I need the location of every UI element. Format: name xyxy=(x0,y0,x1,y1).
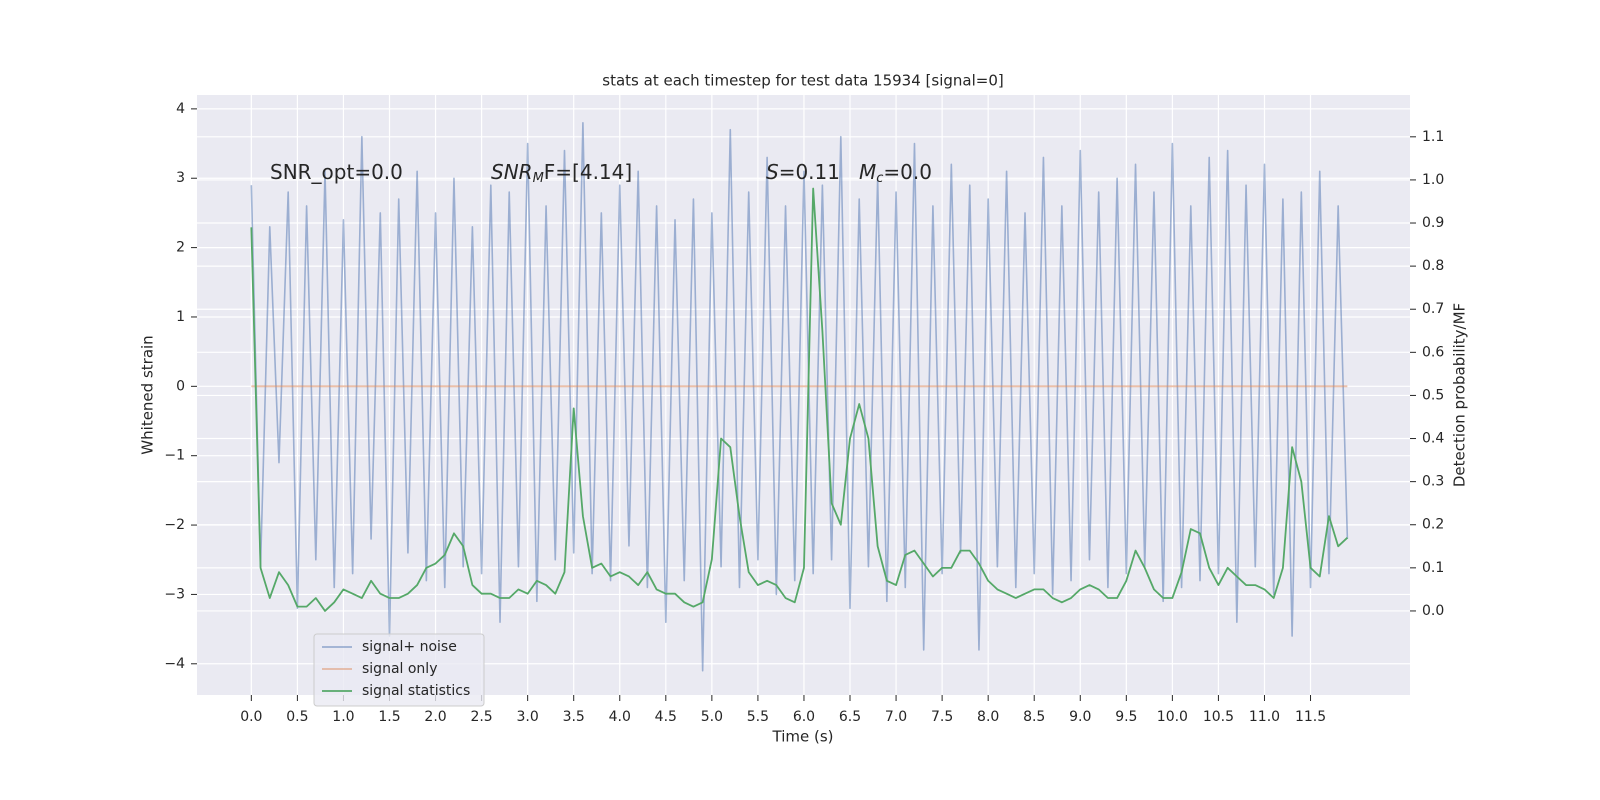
y2-axis-label: Detection probability/MF xyxy=(1451,303,1469,487)
y-tick-label: 4 xyxy=(176,101,185,117)
y2-tick-label: 0.8 xyxy=(1422,258,1444,274)
x-tick-label: 7.5 xyxy=(931,709,953,725)
annotation: SNR_opt=0.0 xyxy=(270,160,403,184)
x-tick-label: 8.5 xyxy=(1023,709,1045,725)
y2-tick-label: 0.7 xyxy=(1422,301,1444,317)
annotation-part: F=[4.14] xyxy=(544,160,632,184)
y2-tick-label: 0.0 xyxy=(1422,603,1444,619)
y2-tick-label: 0.3 xyxy=(1422,474,1444,490)
x-tick-label: 0.5 xyxy=(286,709,308,725)
y-tick-label: −1 xyxy=(164,448,185,464)
x-tick-label: 6.5 xyxy=(839,709,861,725)
legend-box xyxy=(313,633,485,707)
y2-tick-label: 0.6 xyxy=(1422,344,1444,360)
y-tick-label: 3 xyxy=(176,170,185,186)
annotation-part: c xyxy=(876,171,883,186)
x-tick-label: 4.5 xyxy=(655,709,677,725)
y2-tick-label: 1.0 xyxy=(1422,172,1444,188)
x-tick-label: 11.5 xyxy=(1295,709,1326,725)
annotation: S=0.11 xyxy=(766,160,840,184)
annotation: SNRMF=[4.14] xyxy=(491,160,632,186)
x-tick-label: 4.0 xyxy=(609,709,631,725)
annotation-part: S xyxy=(766,160,779,184)
y-tick-label: 0 xyxy=(176,378,185,394)
x-tick-label: 6.0 xyxy=(793,709,815,725)
annotation-part: M xyxy=(533,171,544,186)
y2-tick-label: 0.9 xyxy=(1422,215,1444,231)
x-tick-label: 1.5 xyxy=(378,709,400,725)
x-axis-label: Time (s) xyxy=(772,728,834,746)
annotation: Mc=0.0 xyxy=(859,160,932,186)
annotation-part: =0.0 xyxy=(883,160,932,184)
annotation-part: SNR_opt=0.0 xyxy=(270,160,403,184)
x-tick-label: 3.5 xyxy=(563,709,585,725)
x-tick-label: 9.5 xyxy=(1115,709,1137,725)
y2-tick-label: 0.1 xyxy=(1422,560,1444,576)
data-line xyxy=(250,121,1349,672)
annotation-part: SNR xyxy=(491,160,533,184)
chart-title: stats at each timestep for test data 159… xyxy=(602,72,1003,90)
x-tick-label: 7.0 xyxy=(885,709,907,725)
x-tick-label: 5.0 xyxy=(701,709,723,725)
x-tick-label: 9.0 xyxy=(1069,709,1091,725)
y-tick-label: −2 xyxy=(164,517,185,533)
legend-label: signal only xyxy=(362,661,437,677)
x-tick-label: 2.5 xyxy=(470,709,492,725)
data-line xyxy=(250,187,1348,612)
y2-tick-label: 0.2 xyxy=(1422,517,1444,533)
x-tick-label: 5.5 xyxy=(747,709,769,725)
x-tick-label: 2.0 xyxy=(424,709,446,725)
x-tick-label: 11.0 xyxy=(1249,709,1280,725)
legend-label: signal+ noise xyxy=(362,639,457,655)
x-tick-label: 0.0 xyxy=(240,709,262,725)
y-tick-label: 1 xyxy=(176,309,185,325)
x-tick-label: 10.0 xyxy=(1157,709,1188,725)
y-tick-label: −4 xyxy=(164,656,185,672)
x-tick-label: 8.0 xyxy=(977,709,999,725)
y2-tick-label: 0.4 xyxy=(1422,431,1444,447)
x-tick-label: 1.0 xyxy=(332,709,354,725)
x-tick-label: 10.5 xyxy=(1203,709,1234,725)
x-tick-label: 3.0 xyxy=(517,709,539,725)
y-tick-label: 2 xyxy=(176,240,185,256)
y-axis-label: Whitened strain xyxy=(139,335,157,454)
y-tick-label: −3 xyxy=(164,586,185,602)
legend-label: signal statistics xyxy=(362,683,470,699)
y2-tick-label: 1.1 xyxy=(1422,129,1444,145)
annotation-part: M xyxy=(859,160,876,184)
annotation-part: =0.11 xyxy=(779,160,840,184)
y2-tick-label: 0.5 xyxy=(1422,387,1444,403)
